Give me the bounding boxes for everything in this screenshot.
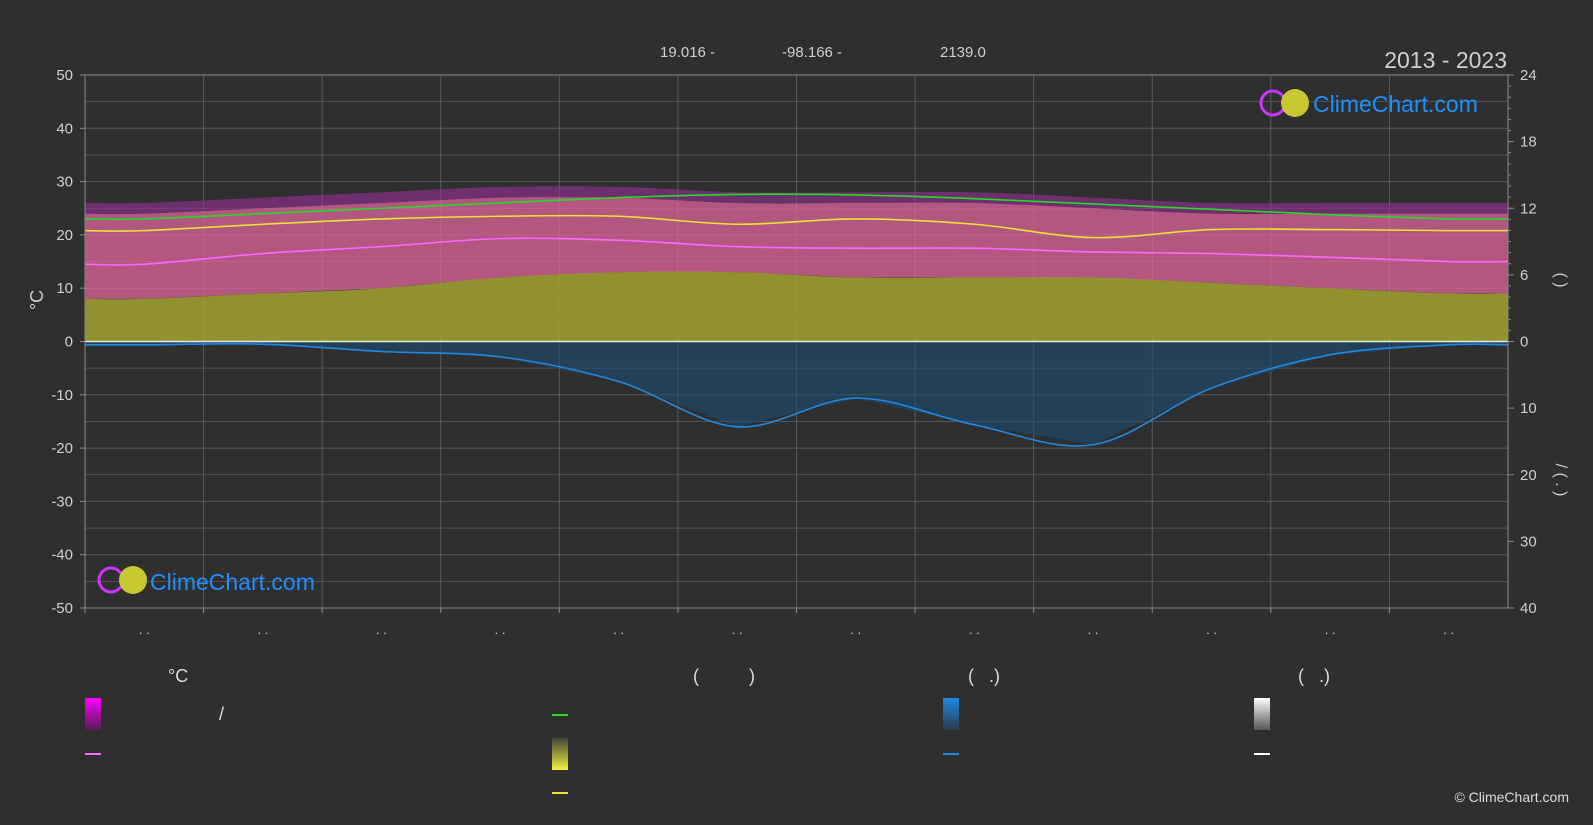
x-axis-tick-label: . . [257, 622, 268, 637]
elevation-label: 2139.0 [940, 44, 986, 61]
x-axis-tick-label: . . [732, 622, 743, 637]
legend-slash: / [219, 704, 225, 724]
x-axis-tick-label: . . [139, 622, 150, 637]
right-axis-bottom-tick-label: 30 [1520, 533, 1537, 550]
latitude-label: 19.016 - [660, 44, 715, 61]
right-axis-top-label: ( ) [1552, 272, 1569, 287]
data-bands [85, 186, 1508, 445]
left-axis-tick-label: 40 [56, 120, 73, 137]
year-range: 2013 - 2023 [1384, 47, 1507, 73]
right-axis-bottom-tick-label: 40 [1520, 600, 1537, 617]
left-axis-tick-label: 30 [56, 174, 73, 191]
logo-sun-icon [1281, 89, 1309, 117]
left-axis-tick-label: 20 [56, 227, 73, 244]
left-axis-label: °C [27, 290, 47, 310]
legend-swatch-precip [943, 698, 959, 730]
right-axis-bottom-tick-label: 10 [1520, 400, 1537, 417]
left-axis-tick-label: -30 [51, 493, 73, 510]
legend-swatch-snow [1254, 698, 1270, 730]
left-axis-tick-label: -10 [51, 387, 73, 404]
x-axis-tick-label: . . [1325, 622, 1336, 637]
right-axis-bottom-label: / ( . ) [1552, 464, 1569, 497]
x-axis-tick-label: . . [969, 622, 980, 637]
longitude-label: -98.166 - [782, 44, 842, 61]
plot-area: 50 40 30 20 10 0 -10 -20 -30 -40 -50 24 18 12 6 0 10 20 30… [51, 67, 1536, 637]
x-axis-tick-label: . . [613, 622, 624, 637]
left-axis-tick-label: -40 [51, 547, 73, 564]
x-axis-tick-label: . . [1443, 622, 1454, 637]
right-axis-top-tick-label: 24 [1520, 67, 1537, 84]
data-lines [84, 193, 1509, 447]
x-axis-tick-label: . . [1088, 622, 1099, 637]
right-axis-bottom-tick-label: 20 [1520, 467, 1537, 484]
x-axis-tick-label: . . [376, 622, 387, 637]
x-axis-tick-label: . . [1206, 622, 1217, 637]
copyright-notice: © ClimeChart.com [1454, 789, 1569, 805]
right-axis-top-tick-label: 0 [1520, 334, 1528, 351]
brand-logo-top: ClimeChart.com [1259, 89, 1478, 117]
logo-sun-icon [119, 566, 147, 594]
right-axis-top-tick-label: 12 [1520, 200, 1537, 217]
left-axis-tick-label: -20 [51, 440, 73, 457]
legend-swatch-temp-range [85, 698, 101, 730]
axes: 50 40 30 20 10 0 -10 -20 -30 -40 -50 24 18 12 6 0 10 20 30… [51, 67, 1536, 637]
x-axis-tick-label: . . [850, 622, 861, 637]
x-axis-tick-label: . . [495, 622, 506, 637]
legend-header-sun: ( ) [693, 666, 755, 686]
legend-swatch-sunshine [552, 738, 568, 770]
left-axis-tick-label: 10 [56, 280, 73, 297]
right-axis-top-tick-label: 6 [1520, 267, 1528, 284]
brand-name-bottom: ClimeChart.com [150, 569, 315, 595]
brand-logo-bottom: ClimeChart.com [97, 566, 315, 595]
left-axis-tick-label: 50 [56, 67, 73, 84]
precipitation-band [85, 341, 1508, 445]
right-axis-top-tick-label: 18 [1520, 134, 1537, 151]
series-line-sunshine [84, 214, 1509, 239]
series-line-mean-temp [84, 237, 1509, 266]
legend-header-temperature: °C [168, 666, 189, 686]
series-line-daylight [84, 193, 1509, 221]
legend-header-rain: ( .) [968, 666, 1000, 686]
legend-header-snow: ( .) [1298, 666, 1330, 686]
brand-name-top: ClimeChart.com [1313, 91, 1478, 117]
sunshine-band [85, 271, 1508, 342]
left-axis-tick-label: -50 [51, 600, 73, 617]
series-line-precip-mm [84, 342, 1509, 447]
left-axis-tick-label: 0 [65, 334, 73, 351]
